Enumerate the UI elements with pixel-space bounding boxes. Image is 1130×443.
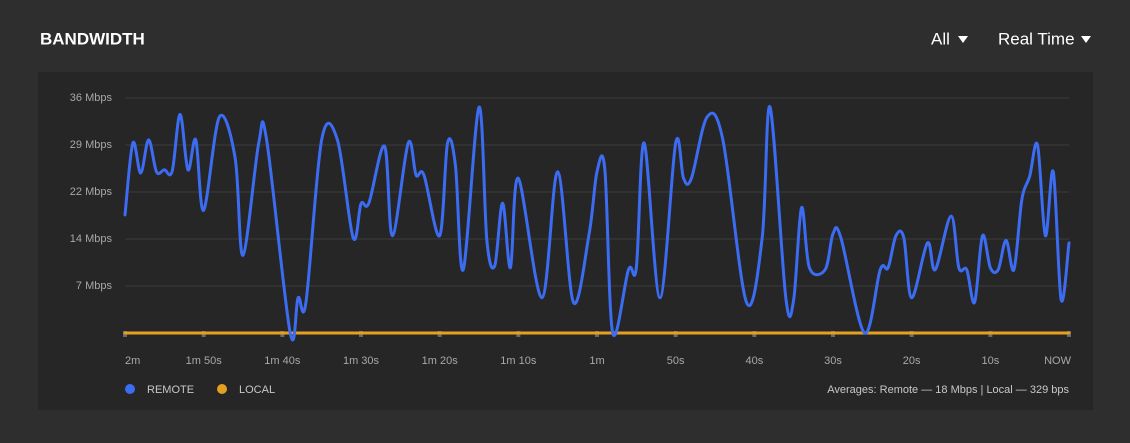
dropdown-arrow[interactable] xyxy=(1081,36,1091,43)
x-tick-label: 50s xyxy=(667,355,685,367)
x-tick-label: 1m 30s xyxy=(343,355,380,367)
filter-dropdown[interactable]: All xyxy=(931,29,950,48)
y-tick-label: 36 Mbps xyxy=(70,92,113,104)
legend-label: LOCAL xyxy=(239,384,275,396)
y-tick-label: 14 Mbps xyxy=(70,233,113,245)
dropdown-arrow[interactable] xyxy=(958,36,968,43)
legend-swatch xyxy=(125,384,135,394)
averages-note: Averages: Remote — 18 Mbps | Local — 329… xyxy=(827,384,1069,396)
series-line xyxy=(123,105,1071,342)
x-tick-label: 1m xyxy=(589,355,604,367)
y-tick-label: 22 Mbps xyxy=(70,186,113,198)
legend-label: REMOTE xyxy=(147,384,194,396)
x-tick-label: 30s xyxy=(824,355,842,367)
x-tick-label: 1m 50s xyxy=(186,355,223,367)
x-tick-label: NOW xyxy=(1044,355,1072,367)
legend-swatch xyxy=(217,384,227,394)
widget-title: BANDWIDTH xyxy=(40,29,145,48)
x-tick-label: 1m 20s xyxy=(422,355,459,367)
y-tick-label: 7 Mbps xyxy=(76,280,113,292)
x-tick-label: 20s xyxy=(903,355,921,367)
x-tick-label: 10s xyxy=(981,355,999,367)
range-dropdown[interactable]: Real Time xyxy=(998,29,1075,48)
x-tick-label: 1m 40s xyxy=(264,355,301,367)
x-tick-label: 2m xyxy=(125,355,140,367)
y-tick-label: 29 Mbps xyxy=(70,139,113,151)
x-tick-label: 40s xyxy=(745,355,763,367)
x-tick-label: 1m 10s xyxy=(500,355,537,367)
